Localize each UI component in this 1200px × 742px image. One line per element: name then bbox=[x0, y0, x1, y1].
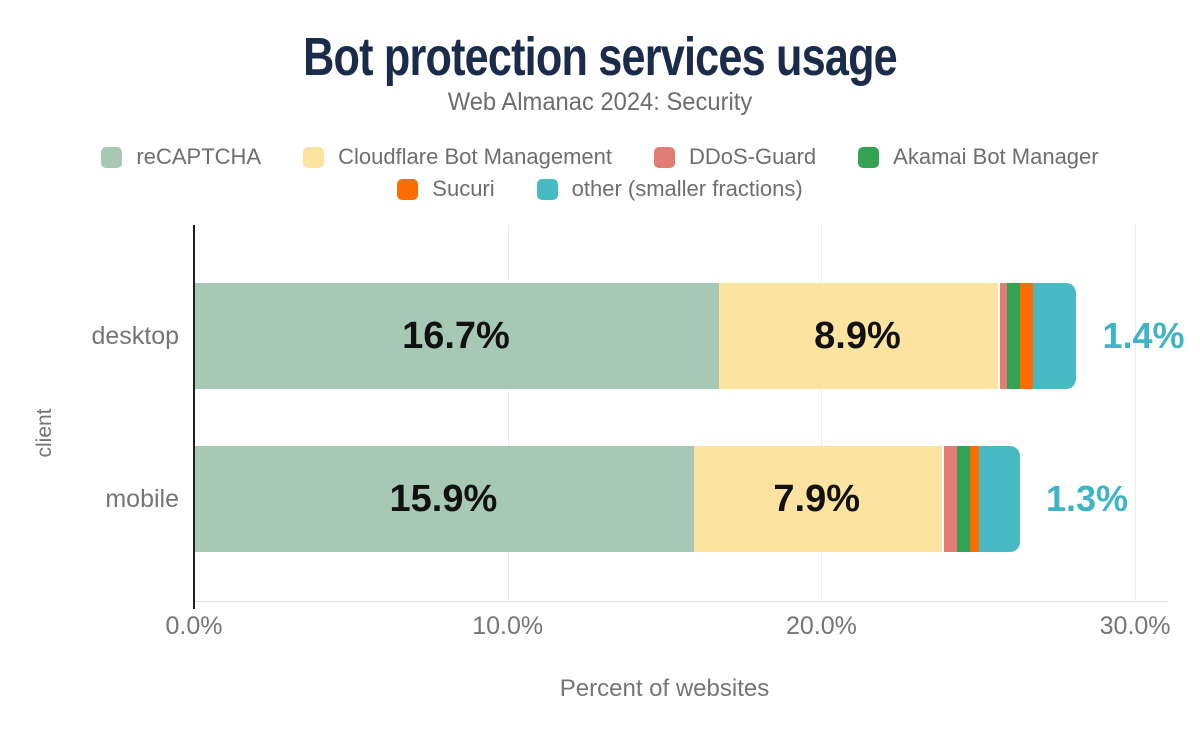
legend-label: reCAPTCHA bbox=[136, 144, 262, 169]
chart-subtitle: Web Almanac 2024: Security bbox=[447, 88, 753, 116]
segment-other-smaller-fractions bbox=[1032, 283, 1077, 389]
legend-label: Akamai Bot Manager bbox=[893, 144, 1099, 169]
category-label-desktop: desktop bbox=[91, 322, 179, 350]
legend-swatch-sucuri bbox=[397, 178, 419, 200]
bar-mobile bbox=[195, 446, 1020, 552]
segment-cloudflare-bot-management bbox=[693, 446, 942, 552]
legend-item-cloudflare-bot-management: Cloudflare Bot Management bbox=[303, 144, 612, 170]
segment-akamai-bot-manager bbox=[957, 446, 970, 552]
value-label: 15.9% bbox=[389, 478, 498, 520]
value-label: 7.9% bbox=[773, 478, 860, 520]
legend-label: other (smaller fractions) bbox=[571, 176, 803, 201]
segment-ddos-guard bbox=[941, 446, 958, 552]
legend-item-sucuri: Sucuri bbox=[397, 176, 495, 202]
segment-sucuri bbox=[969, 446, 980, 552]
x-baseline bbox=[194, 601, 1168, 602]
y-axis-title: client bbox=[33, 408, 56, 458]
outside-value-label: 1.4% bbox=[1102, 315, 1185, 356]
value-label: 8.9% bbox=[814, 315, 901, 357]
legend-swatch-ddos-guard bbox=[654, 146, 676, 168]
segment-recaptcha bbox=[195, 446, 694, 552]
legend-label: DDoS-Guard bbox=[689, 144, 817, 169]
gridline bbox=[1135, 225, 1137, 602]
segment-akamai-bot-manager bbox=[1007, 283, 1021, 389]
legend-swatch-recaptcha bbox=[101, 146, 123, 168]
legend-row-1: reCAPTCHA Cloudflare Bot Management DDoS-G… bbox=[0, 141, 1200, 173]
category-label-mobile: mobile bbox=[105, 485, 179, 513]
legend-item-other-smaller-fractions: other (smaller fractions) bbox=[536, 176, 803, 202]
chart-title: Bot protection services usage bbox=[303, 27, 898, 87]
legend-swatch-other-smaller-fractions bbox=[536, 178, 558, 200]
x-tick-label: 0.0% bbox=[165, 612, 223, 640]
legend: reCAPTCHA Cloudflare Bot Management DDoS-G… bbox=[0, 141, 1200, 205]
outside-value-label: 1.3% bbox=[1046, 478, 1129, 519]
legend-item-akamai-bot-manager: Akamai Bot Manager bbox=[858, 144, 1099, 170]
legend-swatch-akamai-bot-manager bbox=[858, 146, 880, 168]
segment-other-smaller-fractions bbox=[979, 446, 1020, 552]
x-tick-label: 30.0% bbox=[1099, 612, 1171, 640]
segment-sucuri bbox=[1020, 283, 1033, 389]
gridline bbox=[821, 225, 823, 602]
segment-ddos-guard bbox=[998, 283, 1008, 389]
legend-row-2: Sucuri other (smaller fractions) bbox=[0, 173, 1200, 205]
value-label: 16.7% bbox=[402, 315, 510, 357]
x-tick-label: 10.0% bbox=[472, 612, 544, 640]
y-axis-line bbox=[193, 225, 195, 609]
bar-desktop bbox=[195, 283, 1077, 389]
legend-item-ddos-guard: DDoS-Guard bbox=[654, 144, 816, 170]
legend-label: Cloudflare Bot Management bbox=[338, 144, 613, 169]
x-axis-title: Percent of websites bbox=[559, 675, 770, 702]
legend-item-recaptcha: reCAPTCHA bbox=[101, 144, 261, 170]
segment-recaptcha bbox=[195, 283, 719, 389]
x-tick-label: 20.0% bbox=[785, 612, 857, 640]
legend-label: Sucuri bbox=[432, 176, 495, 201]
gridline bbox=[507, 225, 509, 602]
legend-swatch-cloudflare-bot-management bbox=[303, 146, 325, 168]
segment-cloudflare-bot-management bbox=[718, 283, 999, 389]
